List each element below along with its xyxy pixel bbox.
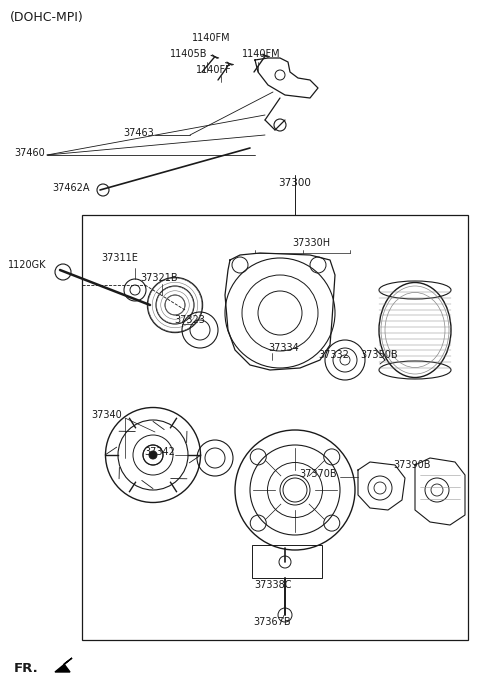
Text: 37367B: 37367B xyxy=(253,617,290,627)
Text: 37462A: 37462A xyxy=(52,183,89,193)
Polygon shape xyxy=(55,658,72,672)
Text: (DOHC-MPI): (DOHC-MPI) xyxy=(10,12,84,25)
Bar xyxy=(82,215,468,640)
Text: 37311E: 37311E xyxy=(101,253,138,263)
Text: 37321B: 37321B xyxy=(140,273,178,283)
Text: 37332: 37332 xyxy=(318,350,349,360)
Text: 37300: 37300 xyxy=(278,178,311,188)
Text: FR.: FR. xyxy=(14,661,39,675)
Text: 37350B: 37350B xyxy=(360,350,397,360)
Text: 37460: 37460 xyxy=(14,148,45,158)
Text: 37338C: 37338C xyxy=(254,580,291,590)
Text: 37463: 37463 xyxy=(123,128,154,138)
Text: 37340: 37340 xyxy=(91,410,122,420)
Bar xyxy=(252,545,322,578)
Text: 37390B: 37390B xyxy=(393,460,431,470)
Text: 37370B: 37370B xyxy=(299,469,336,479)
Circle shape xyxy=(149,451,157,459)
Text: 37323: 37323 xyxy=(174,315,205,325)
Text: 37342: 37342 xyxy=(144,447,175,457)
Text: 1120GK: 1120GK xyxy=(8,260,47,270)
Text: 1140FF: 1140FF xyxy=(196,65,232,75)
Text: 1140FM: 1140FM xyxy=(192,33,230,43)
Text: 37334: 37334 xyxy=(268,343,299,353)
Text: 1140FM: 1140FM xyxy=(242,49,281,59)
Text: 11405B: 11405B xyxy=(170,49,207,59)
Text: 37330H: 37330H xyxy=(292,238,330,248)
